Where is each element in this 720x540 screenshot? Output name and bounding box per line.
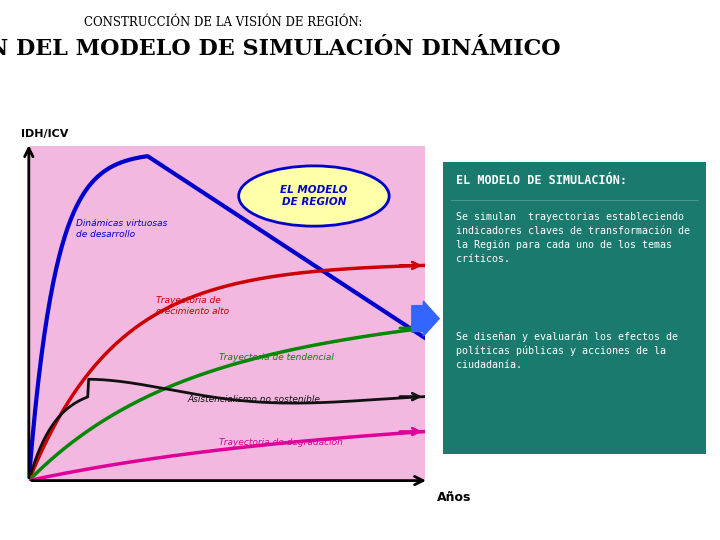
Text: Trayectoria de degradación: Trayectoria de degradación: [219, 437, 343, 447]
Text: Dinámicas virtuosas
de desarrollo: Dinámicas virtuosas de desarrollo: [76, 219, 168, 239]
Text: EL MODELO DE SIMULACIÓN:: EL MODELO DE SIMULACIÓN:: [456, 174, 627, 187]
Text: FUNCIÓN DEL MODELO DE SIMULACIÓN DINÁMICO: FUNCIÓN DEL MODELO DE SIMULACIÓN DINÁMIC…: [0, 38, 561, 60]
Ellipse shape: [239, 166, 390, 226]
Text: Trayectoria de tendencial: Trayectoria de tendencial: [219, 353, 334, 362]
Text: EL MODELO
DE REGION: EL MODELO DE REGION: [280, 185, 348, 207]
Text: CONSTRUCCIÓN DE LA VISIÓN DE REGIÓN:: CONSTRUCCIÓN DE LA VISIÓN DE REGIÓN:: [84, 16, 362, 29]
Text: Años: Años: [437, 491, 471, 504]
Text: Se simulan  trayectorias estableciendo
indicadores claves de transformación de
l: Se simulan trayectorias estableciendo in…: [456, 212, 690, 264]
Text: IDH/ICV: IDH/ICV: [21, 129, 68, 139]
Text: Se diseñan y evaluarán los efectos de
políticas públicas y acciones de la
ciudad: Se diseñan y evaluarán los efectos de po…: [456, 331, 678, 370]
Text: Trayectoria de
crecimiento alto: Trayectoria de crecimiento alto: [156, 296, 229, 316]
Text: Asistencialismo no sostenible: Asistencialismo no sostenible: [187, 395, 320, 404]
